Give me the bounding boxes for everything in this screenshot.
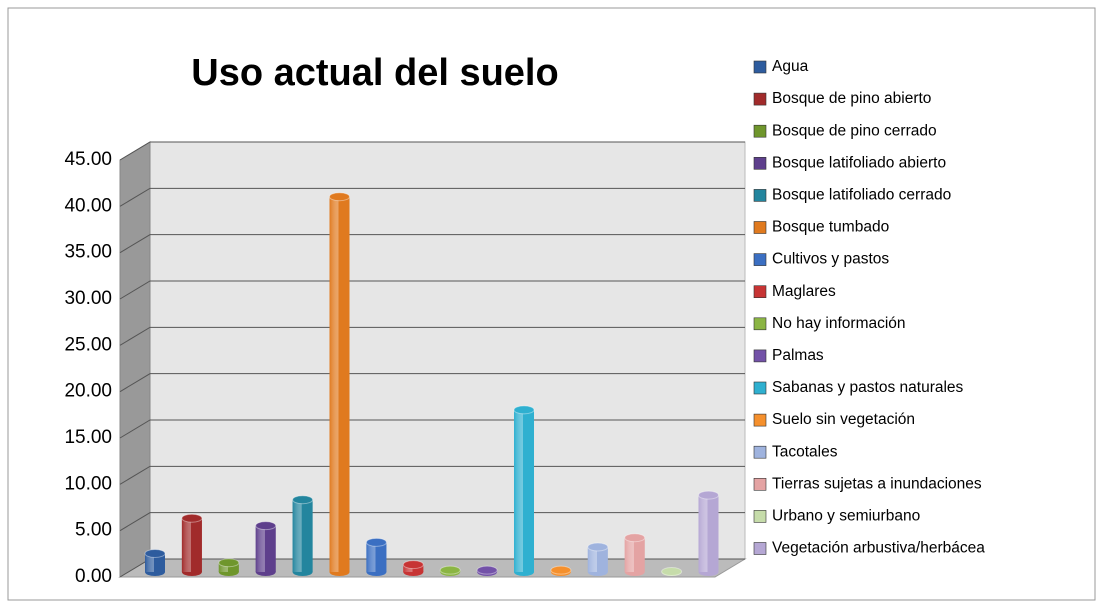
legend-swatch [753, 157, 767, 170]
bar-shade [292, 499, 313, 572]
bar-shade [698, 495, 719, 572]
y-tick-label: 30.00 [64, 288, 112, 309]
floor [118, 558, 747, 578]
grid-line [119, 187, 745, 207]
legend-swatch [753, 60, 767, 74]
bar-top [587, 542, 609, 552]
legend-label: Tierras sujetas a inundaciones [772, 475, 982, 492]
bar-top [181, 513, 203, 523]
bar-shade [366, 542, 387, 572]
y-tick-label: 45.00 [64, 149, 112, 170]
legend-label: Palmas [772, 347, 824, 364]
bar-shade [218, 562, 239, 572]
bar-top [329, 192, 350, 202]
grid-line [119, 280, 745, 300]
legend-swatch [753, 253, 767, 266]
grid-line [119, 326, 745, 346]
legend-swatch [753, 542, 767, 555]
bar-top [476, 565, 498, 575]
legend-label: Cultivos y pastos [772, 251, 889, 268]
bar-shade [514, 409, 534, 572]
bar-top [292, 495, 314, 505]
legend-swatch [753, 317, 767, 331]
legend-swatch [753, 445, 767, 459]
y-tick-label: 20.00 [64, 381, 112, 402]
y-tick-label: 15.00 [64, 427, 112, 448]
y-tick-label: 10.00 [64, 473, 112, 494]
bar-shade [587, 546, 608, 572]
legend-label: Agua [772, 58, 809, 75]
legend-swatch [753, 510, 767, 523]
side-wall [119, 141, 151, 578]
legend-swatch [753, 349, 767, 363]
grid-line [119, 373, 745, 393]
bar-shade [329, 196, 350, 572]
legend-label: Vegetación arbustiva/herbácea [772, 540, 985, 557]
legend-label: No hay información [772, 315, 906, 332]
bar-shade [255, 525, 276, 572]
bar-top [365, 537, 387, 547]
legend-label: Maglares [772, 283, 836, 300]
legend-swatch [753, 413, 767, 427]
legend-swatch [753, 221, 767, 234]
legend-swatch [753, 92, 767, 106]
legend-label: Bosque latifoliado abierto [772, 154, 946, 171]
legend-label: Bosque tumbado [772, 219, 889, 236]
y-tick-label: 25.00 [64, 334, 112, 355]
legend-label: Sabanas y pastos naturales [772, 379, 964, 396]
legend-label: Bosque de pino cerrado [772, 122, 937, 139]
bar-shade [181, 518, 202, 572]
grid-line [119, 465, 745, 485]
chart-title: Uso actual del suelo [191, 52, 558, 94]
legend-label: Bosque latifoliado cerrado [772, 186, 951, 203]
grid-line [119, 419, 745, 439]
legend-swatch [753, 285, 767, 299]
legend-label: Tacotales [772, 443, 838, 460]
y-tick-label: 0.00 [75, 566, 112, 587]
bar-top [218, 558, 240, 568]
legend-label: Bosque de pino abierto [772, 90, 931, 107]
bar-top [255, 521, 277, 531]
legend-swatch [753, 381, 767, 395]
bar-top [698, 490, 719, 500]
legend-label: Suelo sin vegetación [772, 411, 915, 428]
bar-top [550, 565, 572, 575]
bar-top [144, 548, 166, 558]
grid-line [119, 512, 745, 532]
grid-line [119, 141, 745, 161]
y-tick-label: 40.00 [64, 195, 112, 216]
bar-top [661, 567, 683, 577]
legend-label: Urbano y semiurbano [772, 507, 920, 524]
bar-top [513, 405, 535, 415]
bar-shade [145, 553, 165, 572]
legend-swatch [753, 124, 767, 138]
legend-swatch [753, 189, 767, 202]
bar-top [439, 565, 461, 575]
legend-swatch [753, 477, 767, 491]
bar-top [402, 560, 424, 570]
y-tick-label: 35.00 [64, 242, 112, 263]
back-wall [149, 141, 746, 560]
grid-line [119, 234, 745, 254]
y-tick-label: 5.00 [75, 520, 112, 541]
bar-shade [624, 537, 645, 572]
bar-top [624, 533, 646, 543]
